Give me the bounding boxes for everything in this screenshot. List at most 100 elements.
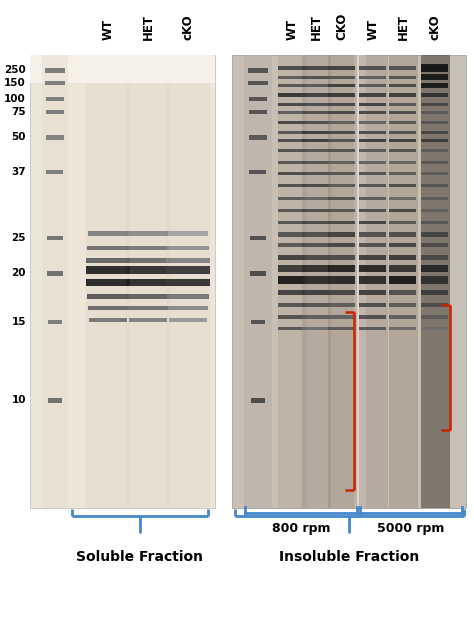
Bar: [390, 131, 417, 133]
Bar: [302, 303, 329, 307]
Bar: [302, 265, 329, 271]
Bar: [421, 131, 448, 133]
Bar: [302, 231, 329, 236]
Text: 20: 20: [11, 268, 26, 278]
Bar: [167, 294, 209, 299]
Bar: [46, 170, 64, 174]
Bar: [390, 172, 417, 175]
Bar: [328, 265, 356, 271]
Text: 100: 100: [4, 94, 26, 104]
Bar: [328, 110, 356, 114]
Text: WT: WT: [285, 19, 299, 40]
Bar: [421, 209, 448, 212]
Bar: [86, 83, 130, 508]
Text: 15: 15: [11, 317, 26, 327]
Bar: [328, 315, 356, 319]
Bar: [166, 278, 210, 286]
Bar: [279, 243, 306, 247]
Bar: [302, 326, 329, 329]
Bar: [359, 220, 386, 223]
Bar: [250, 236, 266, 240]
Bar: [279, 75, 306, 78]
Bar: [166, 83, 210, 508]
Bar: [279, 160, 306, 164]
Bar: [302, 172, 329, 175]
Bar: [359, 254, 386, 260]
Text: 75: 75: [11, 107, 26, 117]
Bar: [166, 278, 210, 286]
Bar: [359, 83, 386, 86]
Bar: [421, 93, 448, 97]
Bar: [390, 231, 417, 236]
Bar: [328, 303, 356, 307]
Bar: [421, 183, 448, 186]
Text: Insoluble Fraction: Insoluble Fraction: [279, 550, 419, 564]
Bar: [167, 246, 209, 250]
Bar: [87, 246, 129, 250]
Bar: [328, 149, 356, 152]
Bar: [359, 138, 386, 141]
Bar: [279, 110, 306, 114]
Bar: [48, 397, 62, 402]
Bar: [249, 170, 266, 174]
Bar: [302, 209, 329, 212]
Bar: [359, 326, 386, 329]
Bar: [328, 276, 356, 284]
Bar: [390, 75, 417, 78]
Bar: [359, 276, 386, 284]
Bar: [328, 102, 356, 106]
Bar: [302, 196, 329, 199]
Bar: [232, 55, 466, 508]
Bar: [126, 266, 170, 274]
Text: cKO: cKO: [182, 14, 194, 40]
Bar: [251, 320, 265, 324]
Bar: [127, 294, 169, 299]
Text: HET: HET: [396, 14, 410, 40]
Text: cKO: cKO: [428, 14, 441, 40]
Bar: [421, 303, 448, 307]
Bar: [328, 55, 357, 508]
Bar: [279, 93, 306, 97]
Bar: [42, 55, 68, 508]
Bar: [30, 55, 215, 508]
Bar: [166, 278, 210, 286]
Bar: [30, 55, 215, 83]
Bar: [87, 294, 129, 299]
Bar: [86, 257, 130, 262]
Bar: [359, 303, 386, 307]
Bar: [421, 265, 448, 271]
Bar: [421, 289, 448, 294]
Bar: [328, 326, 356, 329]
Bar: [359, 243, 386, 247]
Bar: [359, 120, 386, 123]
Bar: [390, 149, 417, 152]
Bar: [359, 289, 386, 294]
Bar: [421, 196, 448, 199]
Bar: [167, 246, 209, 250]
Bar: [279, 172, 306, 175]
Bar: [328, 120, 356, 123]
Bar: [359, 196, 386, 199]
Bar: [328, 289, 356, 294]
Bar: [302, 55, 331, 508]
Bar: [421, 172, 448, 175]
Bar: [248, 67, 268, 73]
Text: WT: WT: [101, 19, 115, 40]
Bar: [129, 318, 167, 322]
Bar: [244, 55, 272, 508]
Bar: [390, 102, 417, 106]
Bar: [421, 315, 448, 319]
Bar: [390, 83, 417, 86]
Bar: [302, 110, 329, 114]
Bar: [248, 81, 268, 85]
Bar: [328, 66, 356, 70]
Bar: [359, 315, 386, 319]
Bar: [390, 289, 417, 294]
Bar: [279, 276, 306, 284]
Bar: [421, 149, 448, 152]
Bar: [48, 320, 62, 324]
Bar: [126, 83, 170, 508]
Bar: [249, 110, 267, 114]
Bar: [46, 110, 64, 114]
Bar: [302, 83, 329, 86]
